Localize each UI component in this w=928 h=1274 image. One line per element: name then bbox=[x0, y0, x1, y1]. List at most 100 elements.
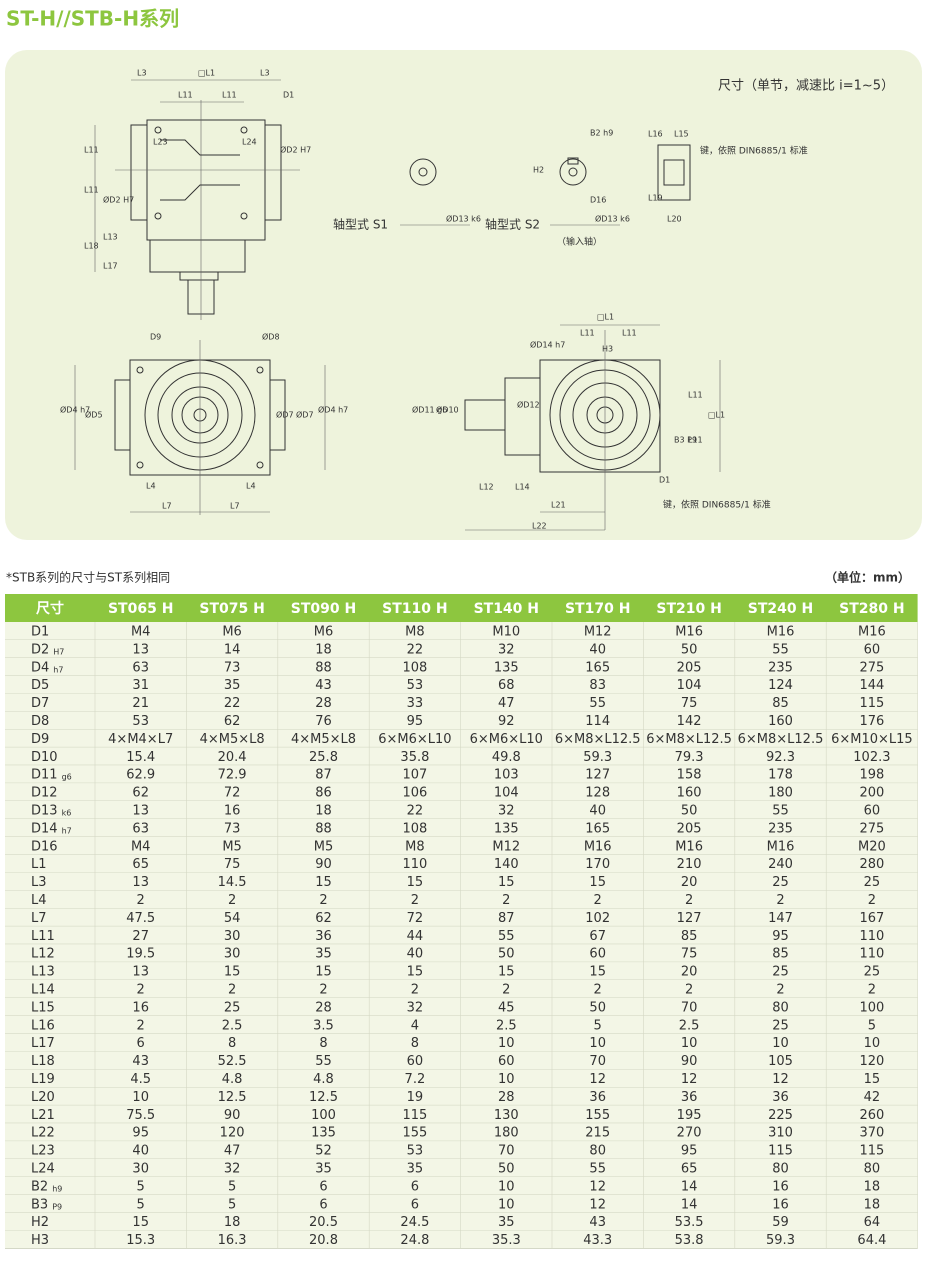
cell: 20 bbox=[681, 875, 698, 890]
cell: 87 bbox=[315, 768, 332, 783]
cell: 80 bbox=[772, 1000, 789, 1015]
cell: 6×M10×L15 bbox=[831, 732, 913, 747]
cell: 19 bbox=[407, 1090, 424, 1105]
row-bg bbox=[5, 1141, 918, 1159]
cell: 70 bbox=[589, 1054, 606, 1069]
drawing-label: L3 bbox=[260, 69, 270, 78]
row-name: L18 bbox=[31, 1054, 55, 1069]
cell: 2 bbox=[411, 893, 419, 908]
cell: 15 bbox=[498, 965, 515, 980]
cell: 86 bbox=[315, 786, 332, 801]
row-sub: P9 bbox=[52, 1202, 62, 1211]
drawing-label: ØD13 k6 bbox=[595, 214, 630, 224]
header-cell: ST090 H bbox=[291, 601, 356, 617]
cell: 205 bbox=[677, 660, 702, 675]
row-name: B2 bbox=[31, 1179, 48, 1194]
row-bg bbox=[5, 783, 918, 801]
cell: 127 bbox=[677, 911, 702, 926]
cell: 16 bbox=[132, 1000, 149, 1015]
cell: M8 bbox=[405, 839, 425, 854]
cell: 13 bbox=[132, 965, 149, 980]
cell: 55 bbox=[589, 696, 606, 711]
cell: 104 bbox=[494, 786, 519, 801]
cell: 73 bbox=[224, 821, 241, 836]
cell: 275 bbox=[859, 821, 884, 836]
drawing-label: ØD7 bbox=[296, 410, 314, 420]
cell: 13 bbox=[132, 803, 149, 818]
cell: 12.5 bbox=[309, 1090, 338, 1105]
cell: 16.3 bbox=[218, 1233, 247, 1248]
cell: 87 bbox=[498, 911, 515, 926]
row-name: L1 bbox=[31, 857, 47, 872]
cell: 240 bbox=[768, 857, 793, 872]
cell: 178 bbox=[768, 768, 793, 783]
cell: 20.8 bbox=[309, 1233, 338, 1248]
drawing-label: D1 bbox=[659, 476, 670, 485]
cell: 142 bbox=[677, 714, 702, 729]
row-bg bbox=[5, 872, 918, 891]
cell: 18 bbox=[315, 803, 332, 818]
cell: 3.5 bbox=[313, 1018, 334, 1033]
cell: 30 bbox=[224, 929, 241, 944]
cell: 135 bbox=[311, 1126, 336, 1141]
row-bg bbox=[5, 765, 918, 784]
drawing-label: L21 bbox=[551, 501, 566, 510]
cell: 75.5 bbox=[126, 1108, 155, 1123]
cell: 6×M8×L12.5 bbox=[646, 732, 732, 747]
cell: 33 bbox=[407, 696, 424, 711]
drawing-label: ØD14 h7 bbox=[530, 340, 565, 350]
cell: 4.8 bbox=[313, 1072, 334, 1087]
cell: 32 bbox=[498, 803, 515, 818]
drawing-label: L15 bbox=[674, 130, 689, 139]
row-name: D14 bbox=[31, 821, 58, 836]
cell: 85 bbox=[681, 929, 698, 944]
cell: 128 bbox=[585, 786, 610, 801]
cell: 43 bbox=[589, 1215, 606, 1230]
drawing-label: L11 bbox=[622, 329, 637, 338]
row-bg bbox=[5, 1069, 918, 1088]
cell: 90 bbox=[315, 857, 332, 872]
cell: 15.4 bbox=[126, 750, 155, 765]
cell: 2 bbox=[868, 893, 876, 908]
cell: 60 bbox=[589, 947, 606, 962]
cell: 12.5 bbox=[218, 1090, 247, 1105]
row-bg bbox=[5, 908, 918, 927]
row-bg bbox=[5, 818, 918, 837]
cell: 52.5 bbox=[218, 1054, 247, 1069]
page-title: ST-H//STB-H系列 bbox=[6, 7, 179, 31]
cell: 370 bbox=[859, 1126, 884, 1141]
cell: 160 bbox=[768, 714, 793, 729]
cell: 50 bbox=[589, 1000, 606, 1015]
cell: 5 bbox=[137, 1197, 145, 1212]
cell: 10 bbox=[498, 1179, 515, 1194]
drawing-label: L11 bbox=[84, 186, 99, 195]
cell: 120 bbox=[859, 1054, 884, 1069]
cell: 75 bbox=[224, 857, 241, 872]
cell: 35 bbox=[315, 947, 332, 962]
row-name: L24 bbox=[31, 1161, 55, 1176]
cell: 15 bbox=[864, 1072, 881, 1087]
cell: 13 bbox=[132, 875, 149, 890]
row-bg bbox=[5, 854, 918, 873]
cell: 55 bbox=[589, 1161, 606, 1176]
cell: 65 bbox=[132, 857, 149, 872]
row-name: D8 bbox=[31, 714, 49, 729]
cell: 10 bbox=[589, 1036, 606, 1051]
cell: 35.3 bbox=[492, 1233, 521, 1248]
cell: 53 bbox=[132, 714, 149, 729]
cell: 55 bbox=[498, 929, 515, 944]
cell: 53 bbox=[407, 1144, 424, 1159]
drawing-label: L11 bbox=[222, 91, 237, 100]
cell: 44 bbox=[407, 929, 424, 944]
cell: 20 bbox=[681, 965, 698, 980]
cell: 4×M5×L8 bbox=[200, 732, 265, 747]
cell: 110 bbox=[402, 857, 427, 872]
drawing-label: L7 bbox=[162, 502, 172, 511]
row-name: D7 bbox=[31, 696, 49, 711]
cell: 108 bbox=[402, 660, 427, 675]
row-name: L11 bbox=[31, 929, 55, 944]
cell: 36 bbox=[589, 1090, 606, 1105]
cell: 2 bbox=[685, 893, 693, 908]
drawing-label: L18 bbox=[84, 242, 99, 251]
cell: 120 bbox=[220, 1126, 245, 1141]
